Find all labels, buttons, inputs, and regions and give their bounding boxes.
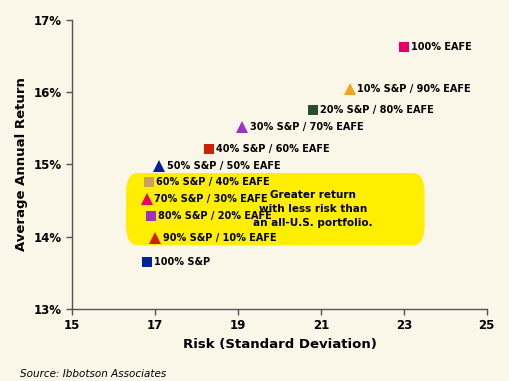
Text: 100% S&P: 100% S&P	[154, 257, 210, 267]
Text: 60% S&P / 40% EAFE: 60% S&P / 40% EAFE	[156, 177, 269, 187]
Text: 90% S&P / 10% EAFE: 90% S&P / 10% EAFE	[162, 233, 275, 243]
Text: 10% S&P / 90% EAFE: 10% S&P / 90% EAFE	[357, 83, 470, 94]
Text: 30% S&P / 70% EAFE: 30% S&P / 70% EAFE	[249, 122, 362, 132]
Text: 50% S&P / 50% EAFE: 50% S&P / 50% EAFE	[166, 161, 280, 171]
Text: 70% S&P / 30% EAFE: 70% S&P / 30% EAFE	[154, 194, 267, 204]
Text: 20% S&P / 80% EAFE: 20% S&P / 80% EAFE	[320, 105, 433, 115]
Y-axis label: Average Annual Return: Average Annual Return	[15, 77, 28, 251]
Text: 100% EAFE: 100% EAFE	[411, 42, 471, 53]
Text: 40% S&P / 60% EAFE: 40% S&P / 60% EAFE	[216, 144, 329, 154]
Text: 80% S&P / 20% EAFE: 80% S&P / 20% EAFE	[158, 211, 272, 221]
Text: Greater return
with less risk than
an all-U.S. portfolio.: Greater return with less risk than an al…	[252, 190, 372, 228]
FancyBboxPatch shape	[126, 173, 424, 245]
Text: Source: Ibbotson Associates: Source: Ibbotson Associates	[20, 369, 166, 379]
X-axis label: Risk (Standard Deviation): Risk (Standard Deviation)	[182, 338, 376, 351]
